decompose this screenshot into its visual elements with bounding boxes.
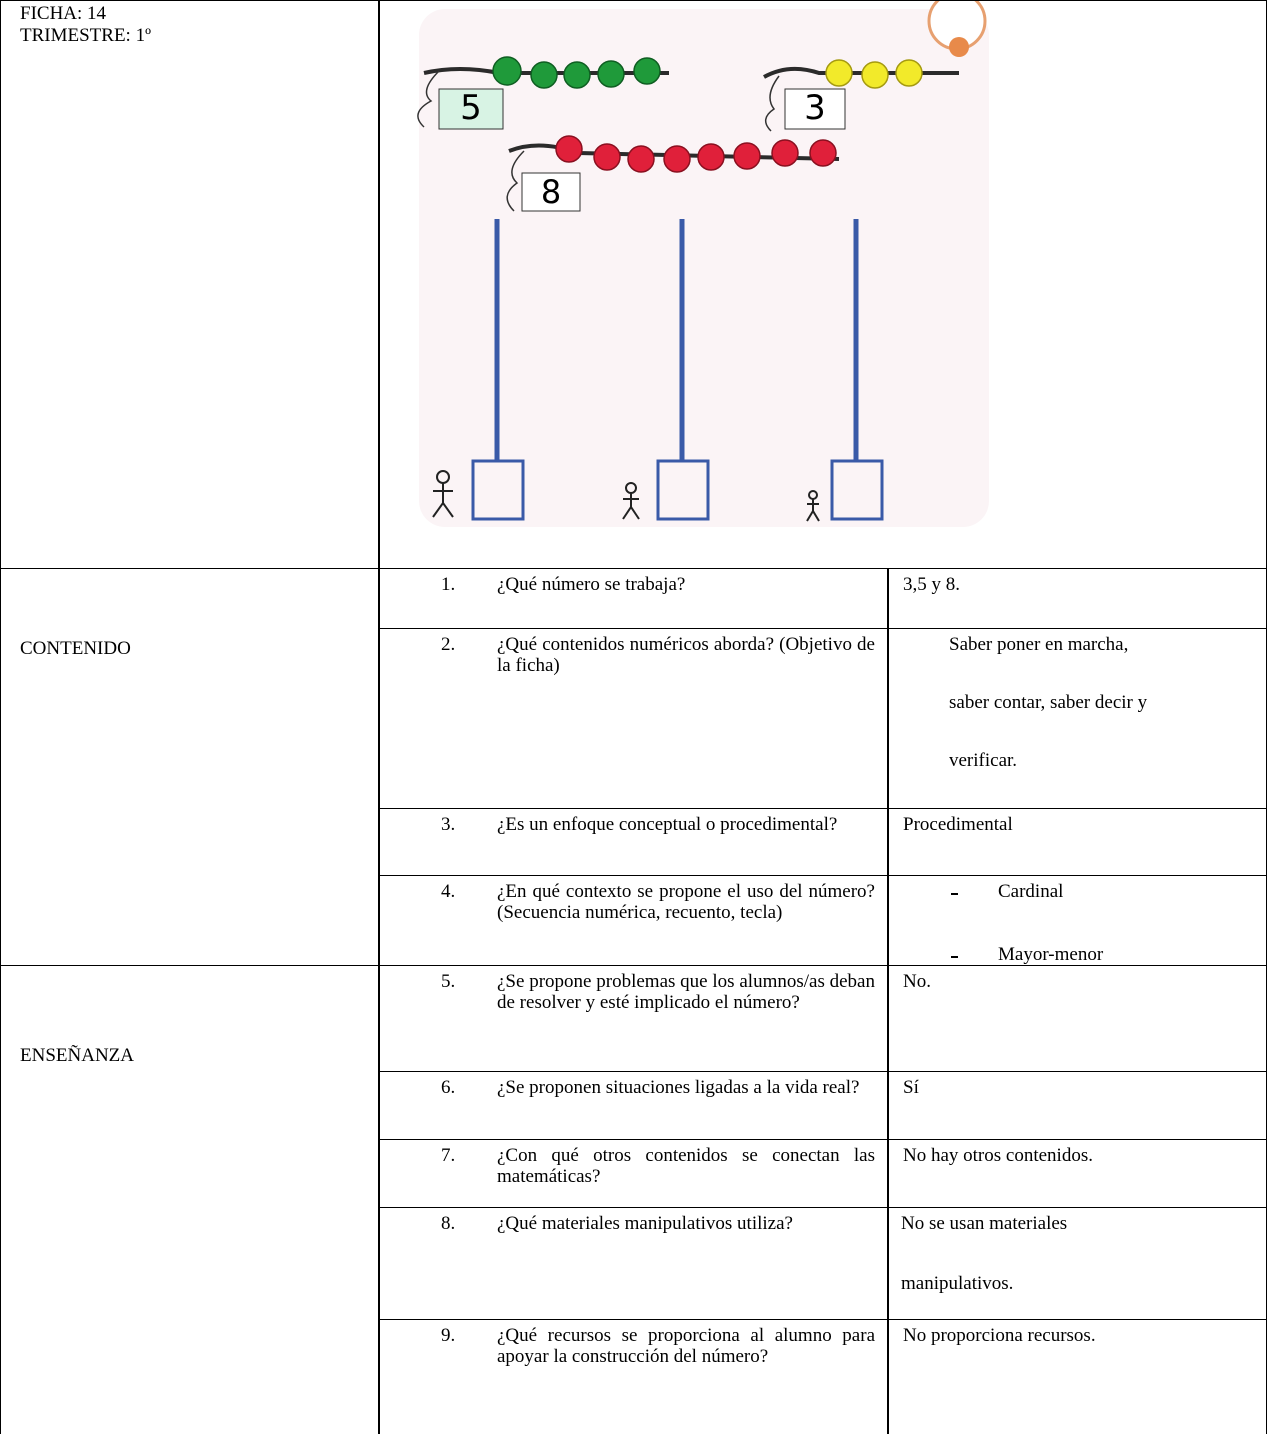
ficha-label: FICHA: 14 — [20, 3, 107, 24]
question-number: 7. — [441, 1145, 456, 1166]
answer-text: No. — [903, 971, 931, 992]
question-cell — [378, 1319, 889, 1434]
worksheet-illustration: 5 3 8 — [417, 1, 989, 527]
tag-box — [438, 88, 504, 130]
red-beads — [555, 135, 837, 173]
answer-text: 3,5 y 8. — [903, 574, 960, 595]
question-number: 1. — [441, 574, 456, 595]
question-text: ¿Qué materiales manipulativos utiliza? — [497, 1213, 793, 1234]
bead-string — [763, 66, 959, 79]
answer-text: Procedimental — [903, 814, 1013, 835]
badge-dot — [949, 37, 969, 57]
question-text: ¿En qué contexto se propone el uso del n… — [497, 881, 875, 923]
section-cell — [0, 965, 380, 1434]
tag-string — [417, 70, 440, 128]
list-dash — [951, 893, 958, 895]
question-number: 8. — [441, 1213, 456, 1234]
question-number: 5. — [441, 971, 456, 992]
green-beads — [492, 56, 661, 89]
question-text: ¿Qué contenidos numéricos aborda? (Objet… — [497, 634, 875, 676]
question-number: 6. — [441, 1077, 456, 1098]
question-text: ¿Con qué otros contenidos se conectan la… — [497, 1145, 875, 1187]
answer-text: saber contar, saber decir y — [949, 692, 1148, 713]
question-number: 9. — [441, 1325, 456, 1346]
answer-cell — [887, 965, 1267, 1072]
question-text: ¿Qué recursos se proporciona al alumno p… — [497, 1325, 875, 1367]
yellow-beads — [825, 59, 923, 89]
tag-number: 3 — [804, 88, 826, 128]
answer-text: Saber poner en marcha, — [949, 634, 1129, 655]
answer-text: Cardinal — [998, 881, 1064, 902]
header-left-cell — [0, 0, 380, 569]
answer-cell — [887, 1071, 1267, 1140]
question-number: 3. — [441, 814, 456, 835]
tag-number: 5 — [460, 88, 482, 128]
question-text: ¿Se propone problemas que los alumnos/as… — [497, 971, 875, 1013]
answer-text: Sí — [903, 1077, 919, 1098]
question-text: ¿Qué número se trabaja? — [497, 574, 686, 595]
question-number: 4. — [441, 881, 456, 902]
tag-box — [521, 172, 581, 212]
tag-number: 8 — [541, 173, 561, 211]
tag-string — [506, 150, 525, 212]
trimestre-label: TRIMESTRE: 1º — [20, 25, 151, 46]
stick-figures — [432, 470, 820, 522]
answer-cell — [887, 1319, 1267, 1434]
section-title: ENSEÑANZA — [20, 1045, 134, 1066]
answer-text: verificar. — [949, 750, 1018, 771]
question-text: ¿Es un enfoque conceptual o procedimenta… — [497, 814, 838, 835]
illustration-background — [419, 9, 989, 527]
list-dash — [951, 956, 958, 958]
tag-string — [765, 75, 780, 132]
section-title: CONTENIDO — [20, 638, 131, 659]
answer-text: No proporciona recursos. — [903, 1325, 1096, 1346]
answer-text: No se usan materiales — [901, 1213, 1068, 1234]
poles — [471, 219, 884, 521]
tag-box — [784, 88, 846, 130]
answer-text: manipulativos. — [901, 1273, 1014, 1294]
question-number: 2. — [441, 634, 456, 655]
section-cell — [0, 568, 380, 966]
answer-text: No hay otros contenidos. — [903, 1145, 1093, 1166]
answer-text: Mayor-menor — [998, 944, 1104, 965]
question-text: ¿Se proponen situaciones ligadas a la vi… — [497, 1077, 860, 1098]
